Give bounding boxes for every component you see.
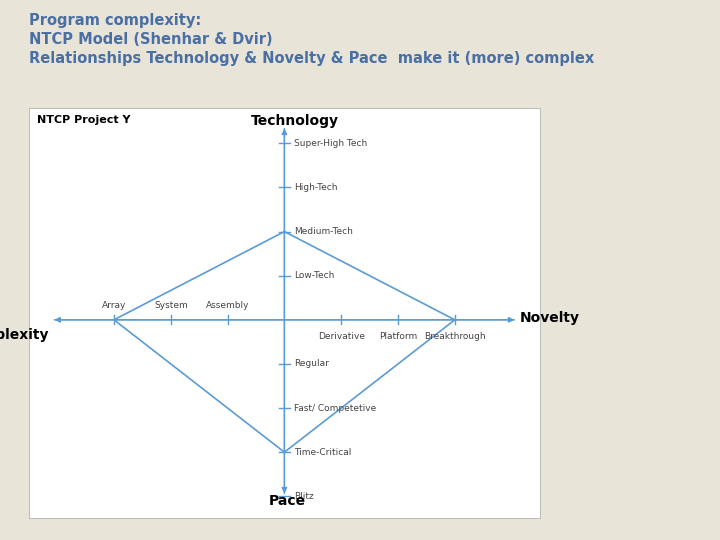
Text: Technology: Technology: [251, 114, 338, 128]
Text: Novelty: Novelty: [520, 310, 580, 325]
Text: Fast/ Competetive: Fast/ Competetive: [294, 403, 377, 413]
Text: Array: Array: [102, 301, 126, 310]
Text: System: System: [154, 301, 188, 310]
Text: High-Tech: High-Tech: [294, 183, 338, 192]
Text: NTCP Model (Shenhar & Dvir): NTCP Model (Shenhar & Dvir): [29, 32, 272, 48]
Text: Low-Tech: Low-Tech: [294, 271, 334, 280]
Text: Relationships Technology & Novelty & Pace  make it (more) complex: Relationships Technology & Novelty & Pac…: [29, 51, 594, 66]
Text: NTCP Project Y: NTCP Project Y: [37, 114, 131, 125]
Text: Medium-Tech: Medium-Tech: [294, 227, 353, 236]
Text: Derivative: Derivative: [318, 332, 365, 341]
Text: Regular: Regular: [294, 360, 329, 368]
Text: Breakthrough: Breakthrough: [424, 332, 485, 341]
Text: Blitz: Blitz: [294, 492, 314, 501]
Text: Assembly: Assembly: [206, 301, 249, 310]
Text: Pace: Pace: [269, 494, 306, 508]
Text: Program complexity:: Program complexity:: [29, 14, 201, 29]
Text: Complexity: Complexity: [0, 328, 49, 342]
Text: Super-High Tech: Super-High Tech: [294, 139, 367, 148]
Text: Time-Critical: Time-Critical: [294, 448, 351, 457]
Text: Platform: Platform: [379, 332, 417, 341]
